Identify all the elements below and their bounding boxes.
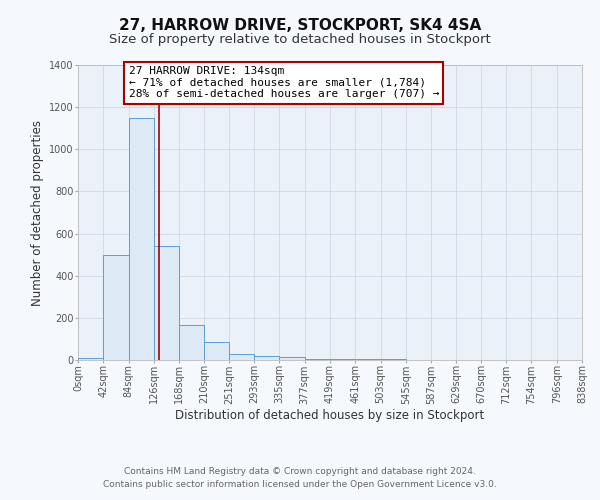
Text: Contains HM Land Registry data © Crown copyright and database right 2024.
Contai: Contains HM Land Registry data © Crown c… bbox=[103, 468, 497, 489]
Text: 27 HARROW DRIVE: 134sqm
← 71% of detached houses are smaller (1,784)
28% of semi: 27 HARROW DRIVE: 134sqm ← 71% of detache… bbox=[128, 66, 439, 100]
Bar bbox=[254, 356, 280, 360]
X-axis label: Distribution of detached houses by size in Stockport: Distribution of detached houses by size … bbox=[175, 409, 485, 422]
Text: Size of property relative to detached houses in Stockport: Size of property relative to detached ho… bbox=[109, 32, 491, 46]
Bar bbox=[280, 357, 305, 360]
Bar bbox=[103, 254, 128, 360]
Bar bbox=[205, 342, 229, 360]
Bar bbox=[154, 246, 179, 360]
Bar bbox=[380, 359, 406, 360]
Bar bbox=[330, 359, 355, 360]
Bar bbox=[305, 359, 330, 360]
Bar bbox=[179, 325, 205, 360]
Y-axis label: Number of detached properties: Number of detached properties bbox=[31, 120, 44, 306]
Bar bbox=[229, 354, 254, 360]
Text: 27, HARROW DRIVE, STOCKPORT, SK4 4SA: 27, HARROW DRIVE, STOCKPORT, SK4 4SA bbox=[119, 18, 481, 32]
Bar bbox=[355, 359, 380, 360]
Bar bbox=[78, 358, 103, 360]
Bar bbox=[128, 118, 154, 360]
